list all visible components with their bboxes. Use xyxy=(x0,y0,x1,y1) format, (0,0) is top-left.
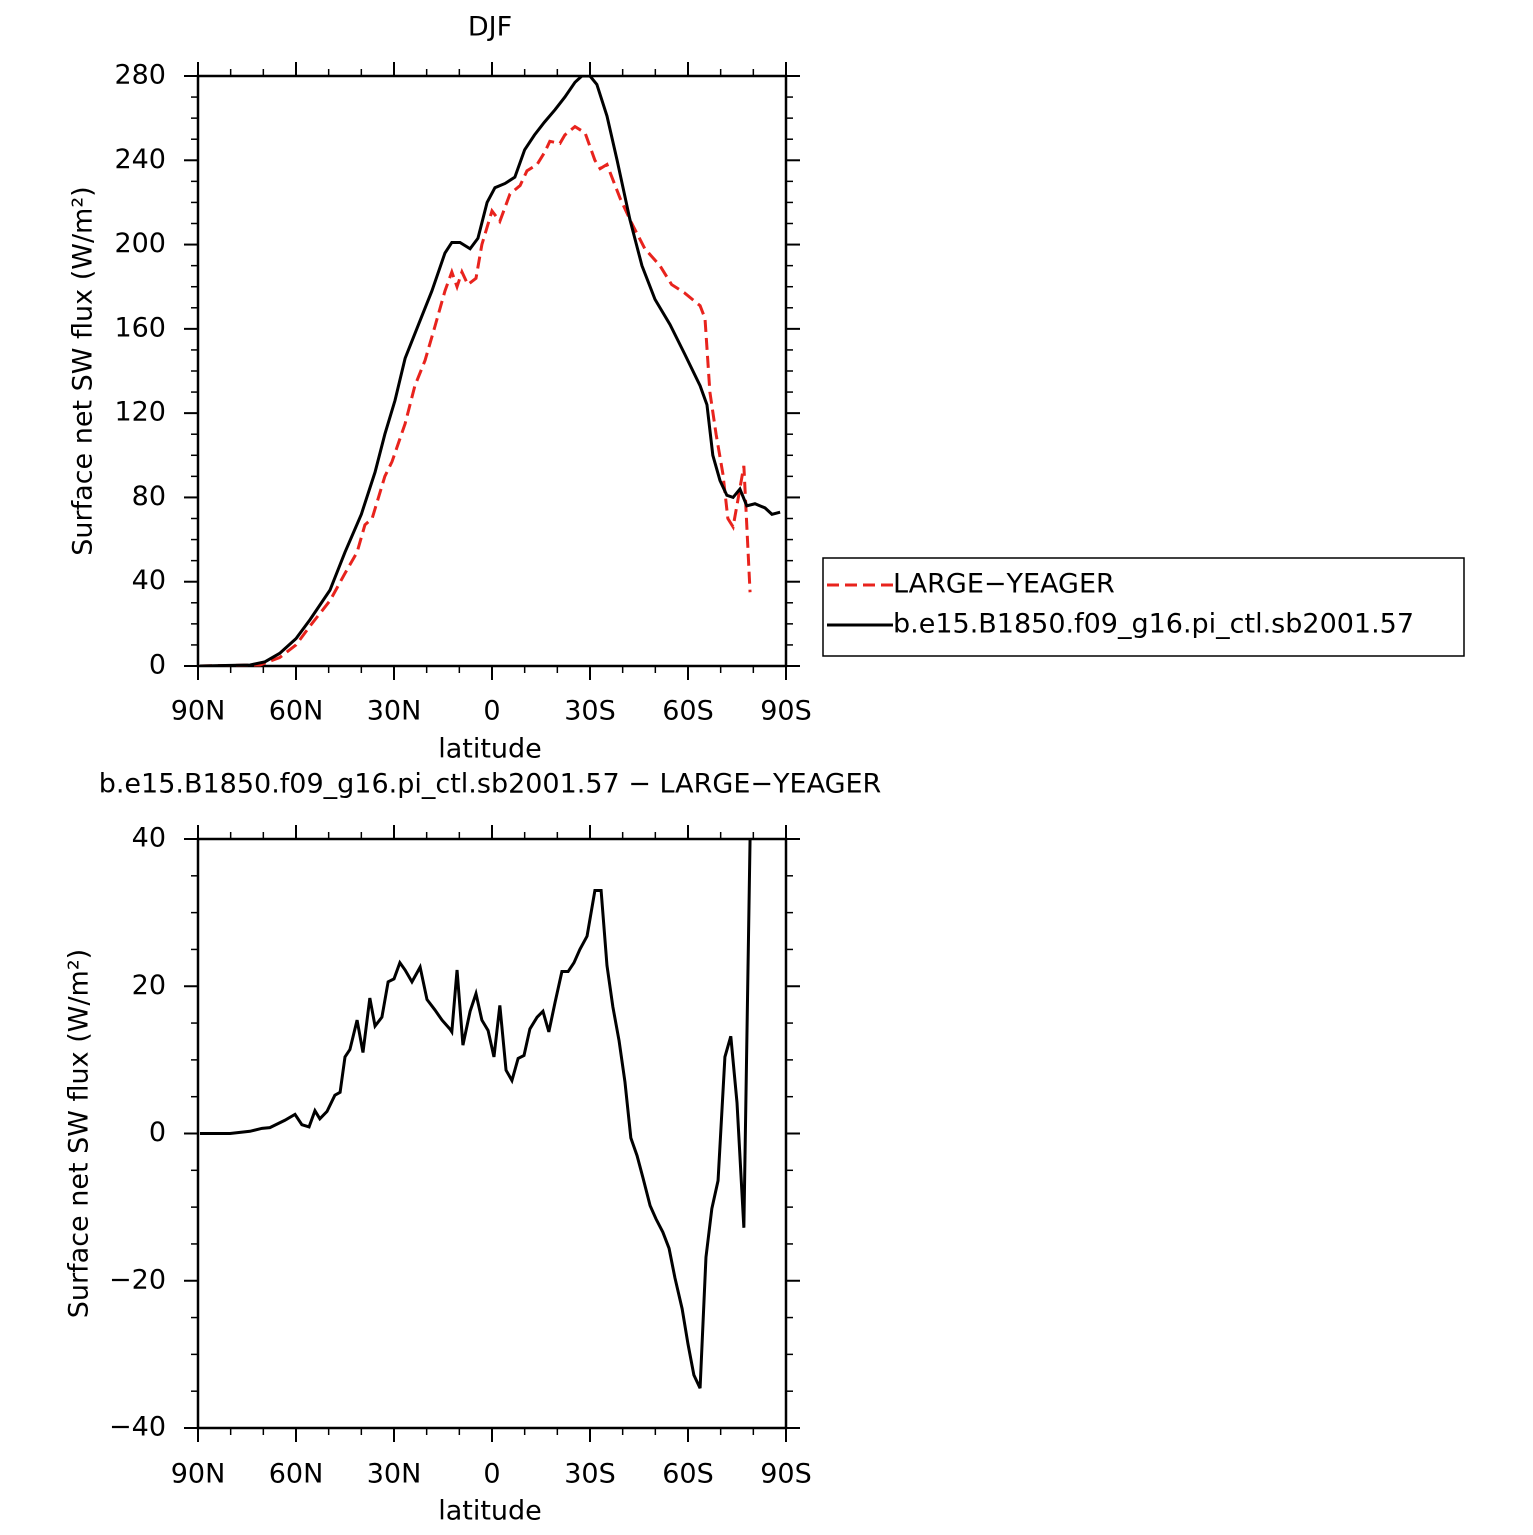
chart-title: DJF xyxy=(468,12,512,43)
x-tick-label: 60N xyxy=(269,696,324,727)
x-tick-label: 30S xyxy=(564,1459,616,1490)
y-tick-label: 160 xyxy=(114,312,166,343)
y-tick-label: 80 xyxy=(132,481,166,512)
series-line xyxy=(199,838,752,1389)
x-tick-label: 90N xyxy=(171,1459,226,1490)
x-tick-label: 90N xyxy=(171,696,226,727)
x-tick-label: 30S xyxy=(564,696,616,727)
y-tick-label: 0 xyxy=(149,1117,166,1148)
x-tick-label: 0 xyxy=(483,1459,500,1490)
x-tick-label: 60S xyxy=(662,696,714,727)
legend-box xyxy=(822,557,1465,657)
x-tick-label: 90S xyxy=(760,696,812,727)
plot-frame xyxy=(196,74,788,668)
x-tick-label: 30N xyxy=(367,696,422,727)
y-tick-label: −20 xyxy=(109,1264,166,1295)
x-tick-label: 30N xyxy=(367,1459,422,1490)
x-tick-label: 90S xyxy=(760,1459,812,1490)
series-line xyxy=(199,75,781,667)
y-tick-label: 20 xyxy=(132,970,166,1001)
y-tick-label: 0 xyxy=(149,650,166,681)
legend-label: LARGE−YEAGER xyxy=(893,569,1115,600)
y-tick-label: 40 xyxy=(132,823,166,854)
x-tick-label: 60S xyxy=(662,1459,714,1490)
x-axis-title: latitude xyxy=(438,1496,542,1527)
y-tick-label: 280 xyxy=(114,60,166,91)
plot-frame xyxy=(196,837,788,1430)
x-tick-label: 60N xyxy=(269,1459,324,1490)
x-tick-label: 0 xyxy=(483,696,500,727)
x-axis-title: latitude xyxy=(438,734,542,765)
y-axis-title: Surface net SW flux (W/m²) xyxy=(64,949,95,1318)
legend-label: b.e15.B1850.f09_g16.pi_ctl.sb2001.57 xyxy=(893,609,1414,640)
series-line xyxy=(199,124,752,667)
chart-title: b.e15.B1850.f09_g16.pi_ctl.sb2001.57 − L… xyxy=(99,769,882,800)
y-tick-label: 120 xyxy=(114,397,166,428)
y-tick-label: 40 xyxy=(132,565,166,596)
y-tick-label: 200 xyxy=(114,228,166,259)
y-axis-title: Surface net SW flux (W/m²) xyxy=(68,186,99,555)
y-tick-label: −40 xyxy=(109,1412,166,1443)
y-tick-label: 240 xyxy=(114,144,166,175)
